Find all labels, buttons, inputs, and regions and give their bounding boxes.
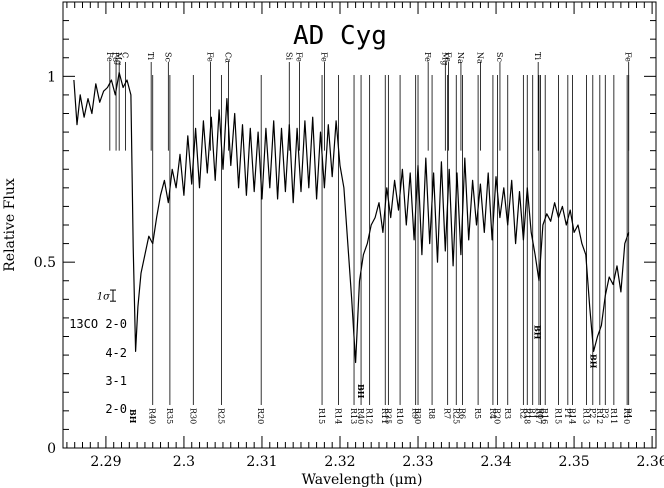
atomic-line-label: Fe [294,52,303,62]
x-tick-label: 2.34 [480,454,511,470]
co-line-label: R4 [488,408,497,419]
spectrum-line [73,71,630,364]
atomic-line-label: Fe [205,52,214,62]
chart-title: AD Cyg [293,21,387,51]
line-markers [109,62,630,405]
co-line-label: R10 [395,408,404,424]
y-tick-label: 0 [47,441,56,457]
band-row-label: 3-1 [105,374,127,388]
co-line-label: R14 [568,408,577,424]
plot-frame [62,1,657,449]
co-line-label: R17 [534,408,543,424]
co-line-label: R8 [427,408,436,419]
co-line-label: R12 [365,408,374,424]
atomic-line-label: Fe [443,52,452,62]
co-line-label: R10 [622,408,631,424]
x-axis-label: Wavelength (μm) [302,472,423,488]
bandhead-label: BH [356,384,366,399]
x-tick-label: 2.35 [558,454,589,470]
co-line-label: R15 [317,408,326,424]
atomic-line-label: Ca [223,52,232,63]
co-line-label: P2 [588,408,597,418]
co-line-label: R20 [493,408,502,424]
co-line-label: R15 [553,408,562,424]
co-line-label: P4 [624,408,633,418]
error-bar-label: 1σ [97,292,111,303]
atomic-line-label: Fe [105,52,114,62]
x-tick-label: 2.32 [324,454,355,470]
y-tick-label: 1 [47,69,56,85]
co-line-label: R1 [528,408,537,419]
co-line-label: P3 [600,408,609,418]
co-line-label: R40 [356,408,365,424]
band-row-label: 4-2 [105,346,127,360]
axis-ticks: 2.29 2.3 2.31 2.32 2.33 2.34 2.35 2.36 0 0.5 1 [34,1,664,470]
bandhead-label: BH [532,325,542,340]
co-line-label: R2 [518,408,527,419]
atomic-line-label: Sc [163,52,172,62]
co-line-label: P1 [563,408,572,418]
co-line-label: R7 [443,408,452,419]
co-line-label: R30 [188,408,197,424]
co-line-label: R5 [473,408,482,419]
co-line-label: R11 [380,408,389,424]
band-row-label: 2-0 [105,402,127,416]
x-tick-label: 2.33 [402,454,433,470]
co-line-label: R13 [582,408,591,424]
co-line-label: R35 [383,408,392,424]
co-line-label: R11 [609,408,618,424]
co-line-label: R20 [256,408,265,424]
co-line-label: R35 [165,408,174,424]
co-line-label: R30 [413,408,422,424]
atomic-line-label: Na [475,52,484,64]
bandhead-label: BH [589,354,599,369]
co-line-label: R25 [216,408,225,424]
y-axis-label: Relative Flux [2,178,18,272]
co-line-label: R12 [595,408,604,424]
atomic-line-label: Mg [114,52,123,65]
x-tick-label: 2.31 [246,454,277,470]
atomic-line-label: C [120,52,129,58]
co-line-label: R0 [536,408,545,419]
co-line-label: R40 [148,408,157,424]
x-tick-label: 2.36 [637,454,664,470]
atomic-line-label: Fe [319,52,328,62]
atomic-line-label: Fe [624,52,633,62]
co-line-label: R9 [411,408,420,419]
co-line-label: R6 [457,408,466,419]
y-tick-label: 0.5 [34,255,56,271]
co-line-label: R14 [333,408,342,424]
atomic-line-label: Fe [111,52,120,62]
atomic-line-label: Si [284,52,293,60]
x-tick-label: 2.3 [173,454,195,470]
co-line-label: R25 [451,408,460,424]
spectrum-series [73,71,630,364]
co-line-label: R16 [540,408,549,424]
atomic-line-label: Fe [423,52,432,62]
atomic-line-label: Sc [495,52,504,62]
band-row-label: 13CO 2-0 [69,317,127,331]
bandhead-label: BH [128,409,138,424]
co-line-label: R18 [522,408,531,424]
atomic-line-label: Mg [440,52,449,65]
atomic-line-label: Ti [146,52,155,60]
co-line-label: R13 [349,408,358,424]
atomic-line-label: Ti [533,52,542,60]
atomic-line-label: Na [456,52,465,64]
co-line-label: R3 [503,408,512,419]
x-tick-label: 2.29 [90,454,121,470]
